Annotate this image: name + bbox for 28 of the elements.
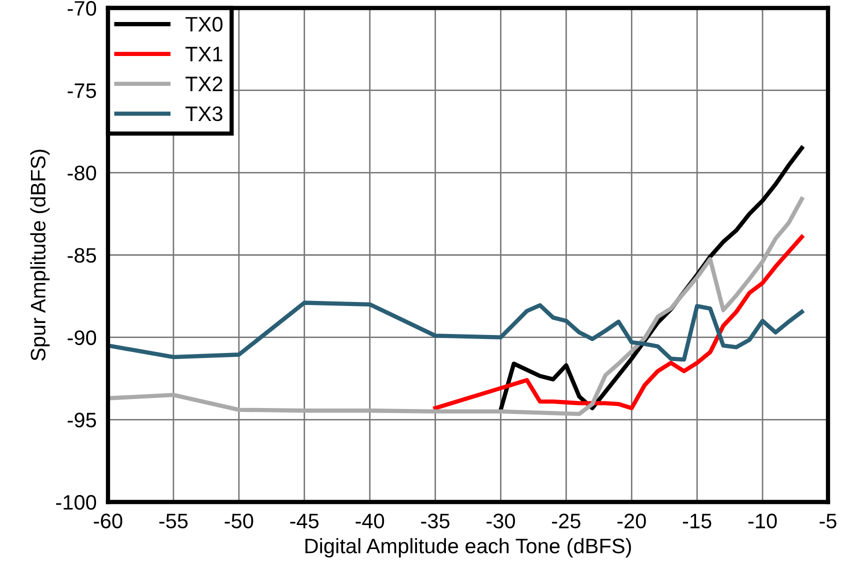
line-series: [108, 196, 804, 416]
x-axis-title: Digital Amplitude each Tone (dBFS): [305, 538, 631, 558]
x-tick-label: -15: [682, 514, 712, 528]
x-tick-label: -40: [356, 514, 384, 528]
legend-label: TX2: [186, 76, 222, 92]
x-tick-label: -35: [421, 514, 450, 528]
x-tick-label: -30: [486, 514, 515, 528]
legend-label: TX1: [186, 46, 222, 62]
x-tick-label: -50: [224, 514, 254, 528]
x-tick-label: -20: [618, 514, 646, 528]
x-tick-label: -10: [748, 514, 777, 528]
x-tick-label: -5: [820, 514, 836, 528]
legend-label: TX0: [186, 16, 222, 32]
y-tick-label: -90: [68, 330, 96, 346]
legend-label: TX3: [186, 106, 222, 122]
y-tick-label: -85: [68, 248, 96, 263]
x-tick-label: -55: [159, 514, 188, 528]
line-series: [433, 234, 804, 410]
line-series: [108, 300, 804, 362]
y-axis-title: Spur Amplitude (dBFS): [30, 150, 50, 361]
x-tick-label: -60: [94, 514, 122, 528]
y-tick-label: -100: [56, 495, 96, 510]
y-tick-label: -75: [68, 84, 96, 98]
x-tick-label: -45: [290, 514, 319, 528]
y-tick-label: -70: [68, 1, 96, 16]
x-tick-label: -25: [552, 514, 580, 528]
y-tick-label: -95: [68, 412, 96, 428]
y-tick-label: -80: [68, 166, 96, 180]
